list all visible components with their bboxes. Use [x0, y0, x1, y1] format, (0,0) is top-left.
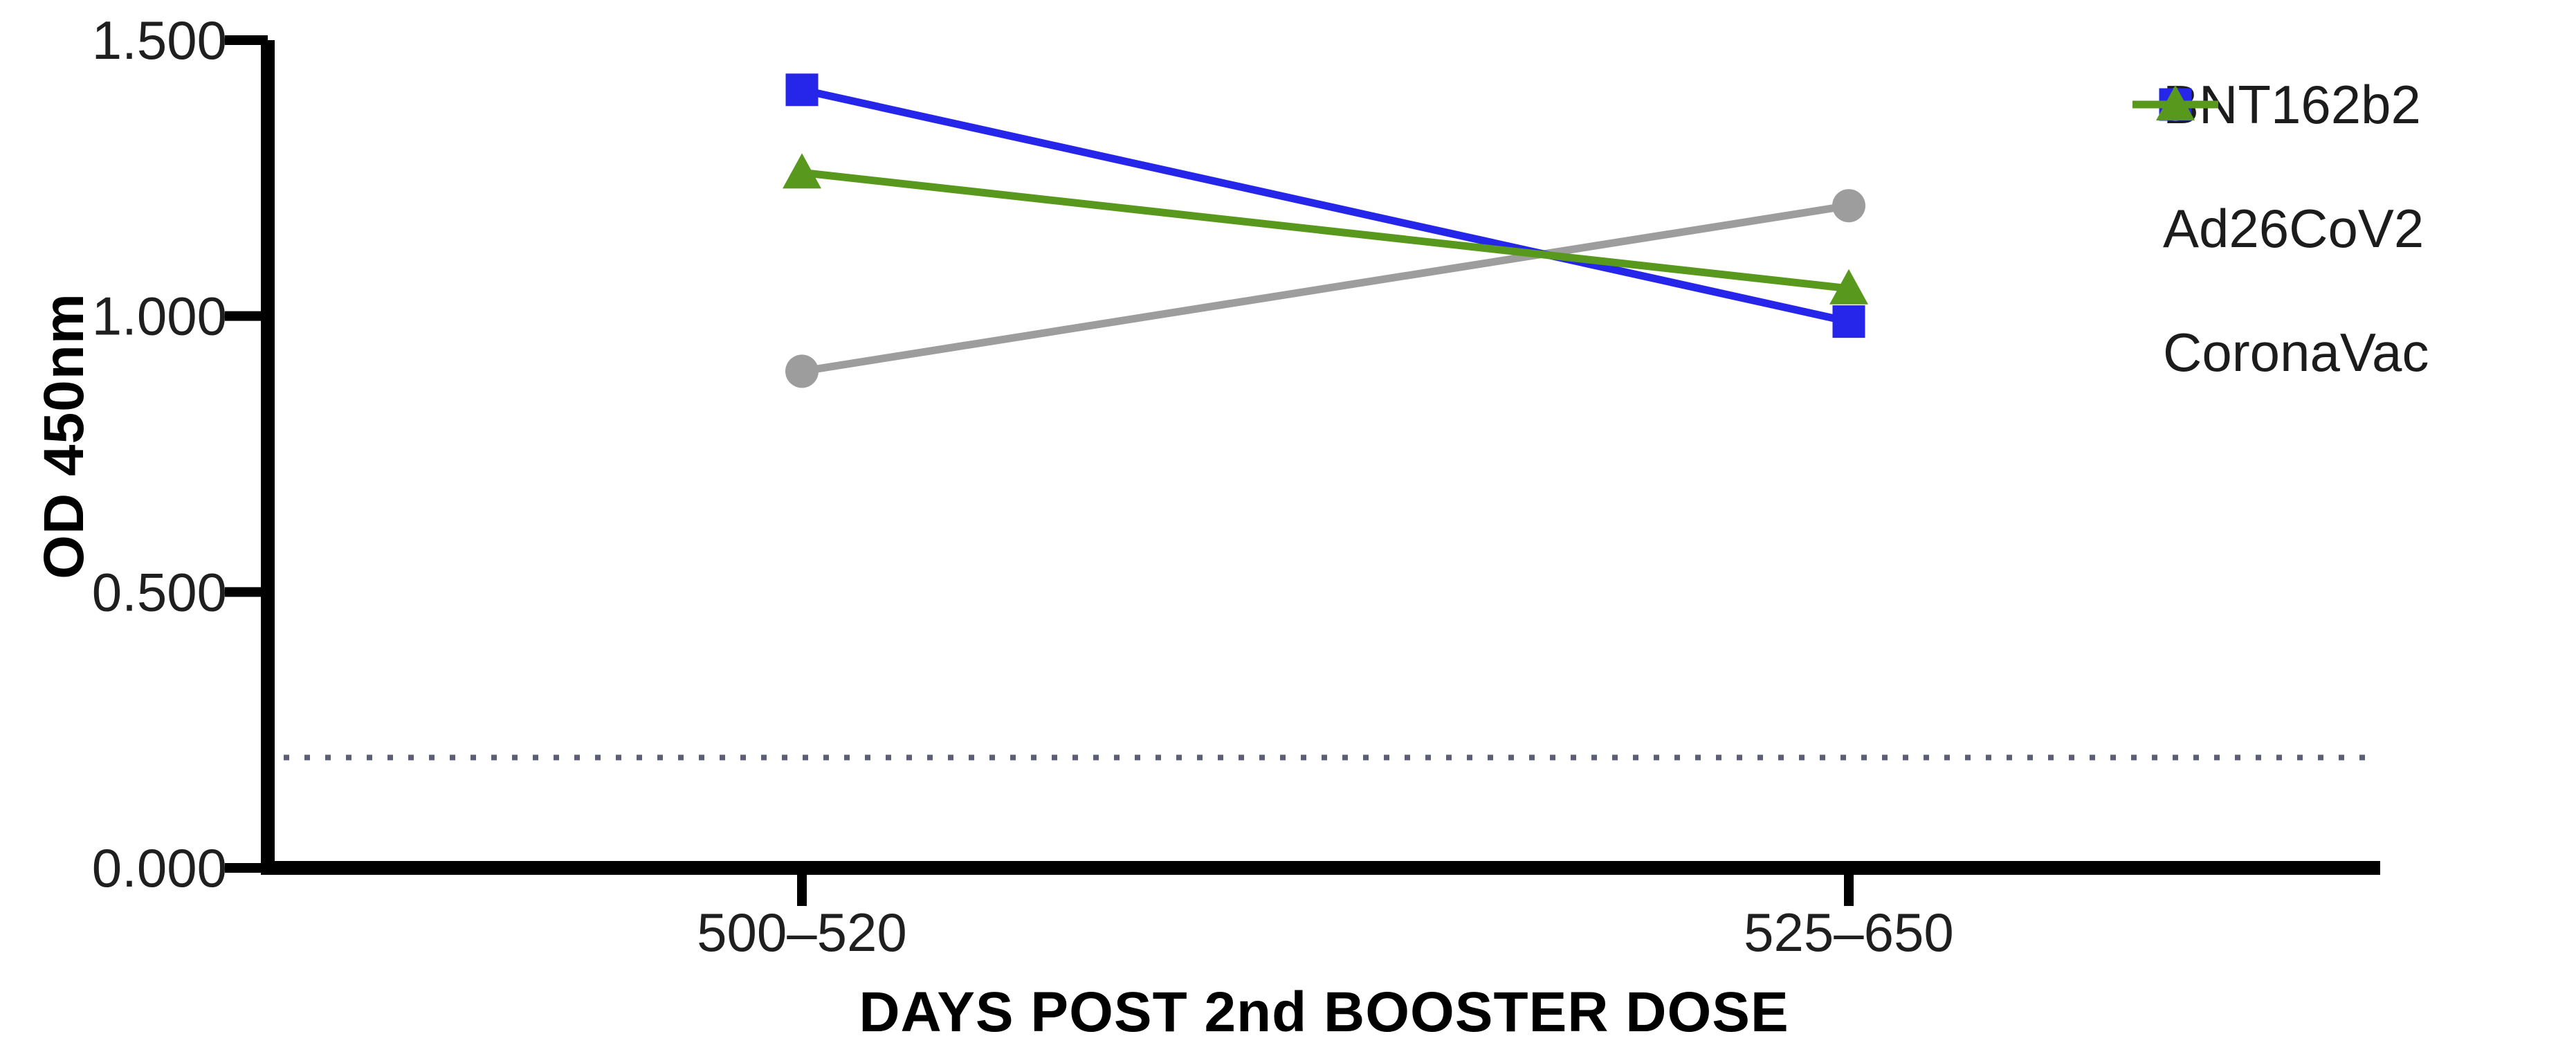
series-line-CoronaVac	[801, 168, 1849, 293]
y-tick-label: 1.000	[92, 286, 227, 347]
y-tick-label: 0.500	[92, 561, 227, 622]
x-tick-label: 500–520	[697, 902, 907, 963]
x-tick-label: 525–650	[1744, 902, 1954, 963]
legend-item: Ad26CoV2	[2131, 88, 2429, 266]
legend-label: Ad26CoV2	[2163, 198, 2424, 259]
legend-label: CoronaVac	[2163, 322, 2429, 383]
legend-marker-glyph	[2156, 85, 2195, 120]
series-marker-CoronaVac	[1829, 269, 1868, 305]
legend: BNT162b2 Ad26CoV2 CoronaVac	[2131, 66, 2429, 390]
legend-marker-triangle-icon	[2132, 85, 2218, 120]
series-marker-Ad26CoV2	[785, 73, 819, 107]
series-marker-BNT162b2	[785, 354, 819, 388]
series-marker-BNT162b2	[1832, 189, 1865, 223]
series-marker-CoronaVac	[783, 153, 821, 189]
x-axis-title: DAYS POST 2nd BOOSTER DOSE	[859, 981, 1789, 1044]
series-marker-Ad26CoV2	[1832, 305, 1865, 338]
series-line-Ad26CoV2	[801, 86, 1850, 326]
y-axis-title: OD 450nm	[33, 293, 95, 579]
y-tick-label: 0.000	[92, 837, 227, 898]
y-tick-label: 1.500	[92, 10, 227, 71]
series-line-BNT162b2	[801, 201, 1849, 375]
legend-item: CoronaVac	[2131, 85, 2429, 390]
